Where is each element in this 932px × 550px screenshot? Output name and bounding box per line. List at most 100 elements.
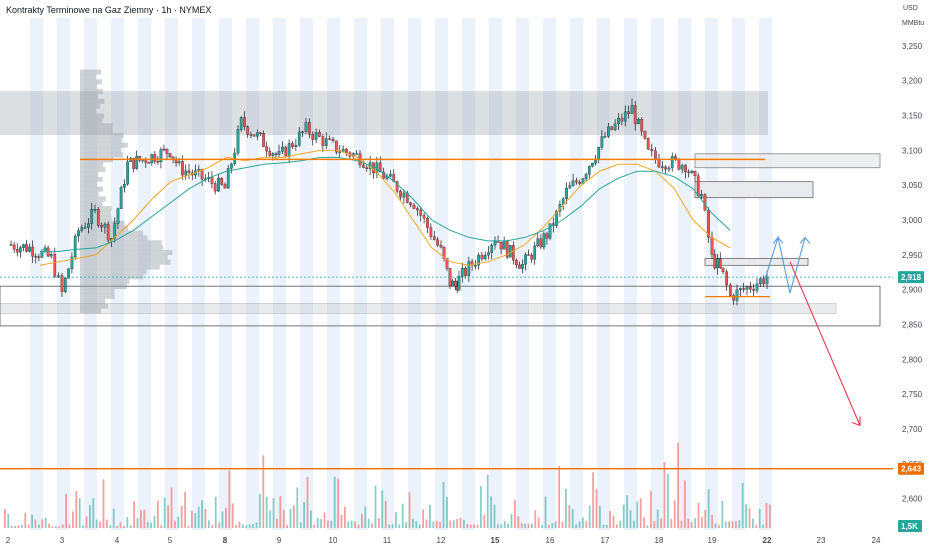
volume-bar — [602, 524, 605, 528]
volume-bar — [677, 442, 679, 528]
y-tick-label: 3,050 — [902, 181, 923, 190]
candle-body — [707, 209, 710, 238]
candle — [220, 176, 224, 186]
session-band — [759, 18, 772, 530]
volume-bar — [452, 520, 455, 528]
volume-bar — [225, 507, 227, 528]
volume-bar — [221, 511, 224, 528]
candle — [9, 240, 13, 246]
volume-bar — [44, 517, 47, 528]
volume-bar — [425, 519, 428, 528]
candle-body — [90, 209, 94, 224]
candle — [718, 252, 722, 270]
session-band — [408, 18, 421, 530]
y-tick-label: 2,750 — [902, 390, 923, 399]
volume-bar — [68, 524, 71, 528]
candle — [707, 207, 710, 243]
x-tick-label: 11 — [383, 536, 392, 545]
candle — [490, 243, 494, 260]
candle-body — [745, 286, 749, 290]
session-band — [516, 18, 529, 530]
candle — [200, 168, 204, 186]
volume-bar — [306, 477, 309, 528]
volume-bar — [72, 511, 74, 528]
candle — [12, 241, 16, 253]
candle — [156, 156, 160, 166]
candle-body — [451, 280, 455, 287]
candle — [457, 270, 461, 291]
candle — [680, 163, 684, 174]
x-tick-label: 15 — [491, 536, 500, 545]
candle — [426, 216, 429, 233]
candle — [684, 163, 687, 179]
candle-body — [439, 245, 443, 248]
candle — [748, 281, 752, 293]
candle — [304, 118, 308, 134]
volume-bar — [714, 523, 717, 528]
candle — [591, 162, 594, 168]
candle-body — [515, 260, 518, 266]
candle — [402, 189, 406, 204]
candle-body — [132, 158, 136, 169]
candle-body — [454, 280, 457, 287]
candle — [345, 147, 348, 157]
candle-body — [236, 129, 240, 154]
candle-body — [168, 153, 172, 157]
volume-bar — [398, 524, 401, 528]
candle — [77, 227, 80, 242]
volume-bar — [446, 496, 448, 528]
candle — [106, 221, 110, 245]
candle — [545, 231, 549, 245]
volume-bar — [650, 490, 652, 528]
candle — [338, 145, 342, 158]
candle — [328, 135, 331, 140]
profile-bar — [80, 240, 162, 246]
candle-body — [603, 136, 607, 138]
candle — [703, 193, 707, 212]
candle-body — [716, 258, 719, 269]
candle-body — [159, 149, 163, 163]
volume-bar — [578, 521, 581, 528]
candle-body — [607, 126, 610, 137]
y-tick-label: 2,800 — [902, 355, 923, 364]
volume-bar — [119, 522, 122, 528]
candle — [213, 180, 217, 195]
profile-bar — [80, 98, 105, 104]
profile-bar — [80, 186, 104, 192]
volume-bar — [466, 524, 469, 528]
volume-bar — [524, 523, 526, 528]
candle — [165, 148, 169, 160]
volume-bar — [235, 525, 237, 528]
candle-body — [555, 210, 558, 226]
candle-body — [630, 105, 634, 114]
volume-bar — [58, 526, 61, 528]
volume-bar — [592, 472, 594, 528]
session-bands — [30, 18, 772, 530]
candle — [454, 277, 457, 291]
candle-body — [640, 119, 644, 132]
volume-bar — [534, 510, 537, 528]
candle-body — [40, 251, 44, 258]
candle — [49, 251, 53, 259]
candle — [667, 165, 671, 173]
candle — [80, 224, 84, 233]
volume-bar — [75, 490, 78, 528]
candle-body — [184, 170, 188, 176]
candle — [735, 284, 739, 306]
volume-bar — [755, 524, 758, 528]
volume-bar — [160, 524, 163, 528]
candle — [646, 137, 650, 151]
volume-bar — [174, 520, 176, 528]
volume-bar — [643, 517, 645, 528]
volume-bar — [238, 521, 241, 528]
volume-bar — [537, 517, 540, 528]
candle — [670, 152, 674, 172]
volume-bar — [248, 524, 251, 528]
candle-body — [53, 253, 57, 277]
volume-bar — [656, 509, 659, 528]
candle-body — [600, 136, 604, 148]
volume-bar — [432, 521, 435, 528]
candle — [103, 222, 107, 234]
ma-fast-line — [39, 149, 731, 266]
